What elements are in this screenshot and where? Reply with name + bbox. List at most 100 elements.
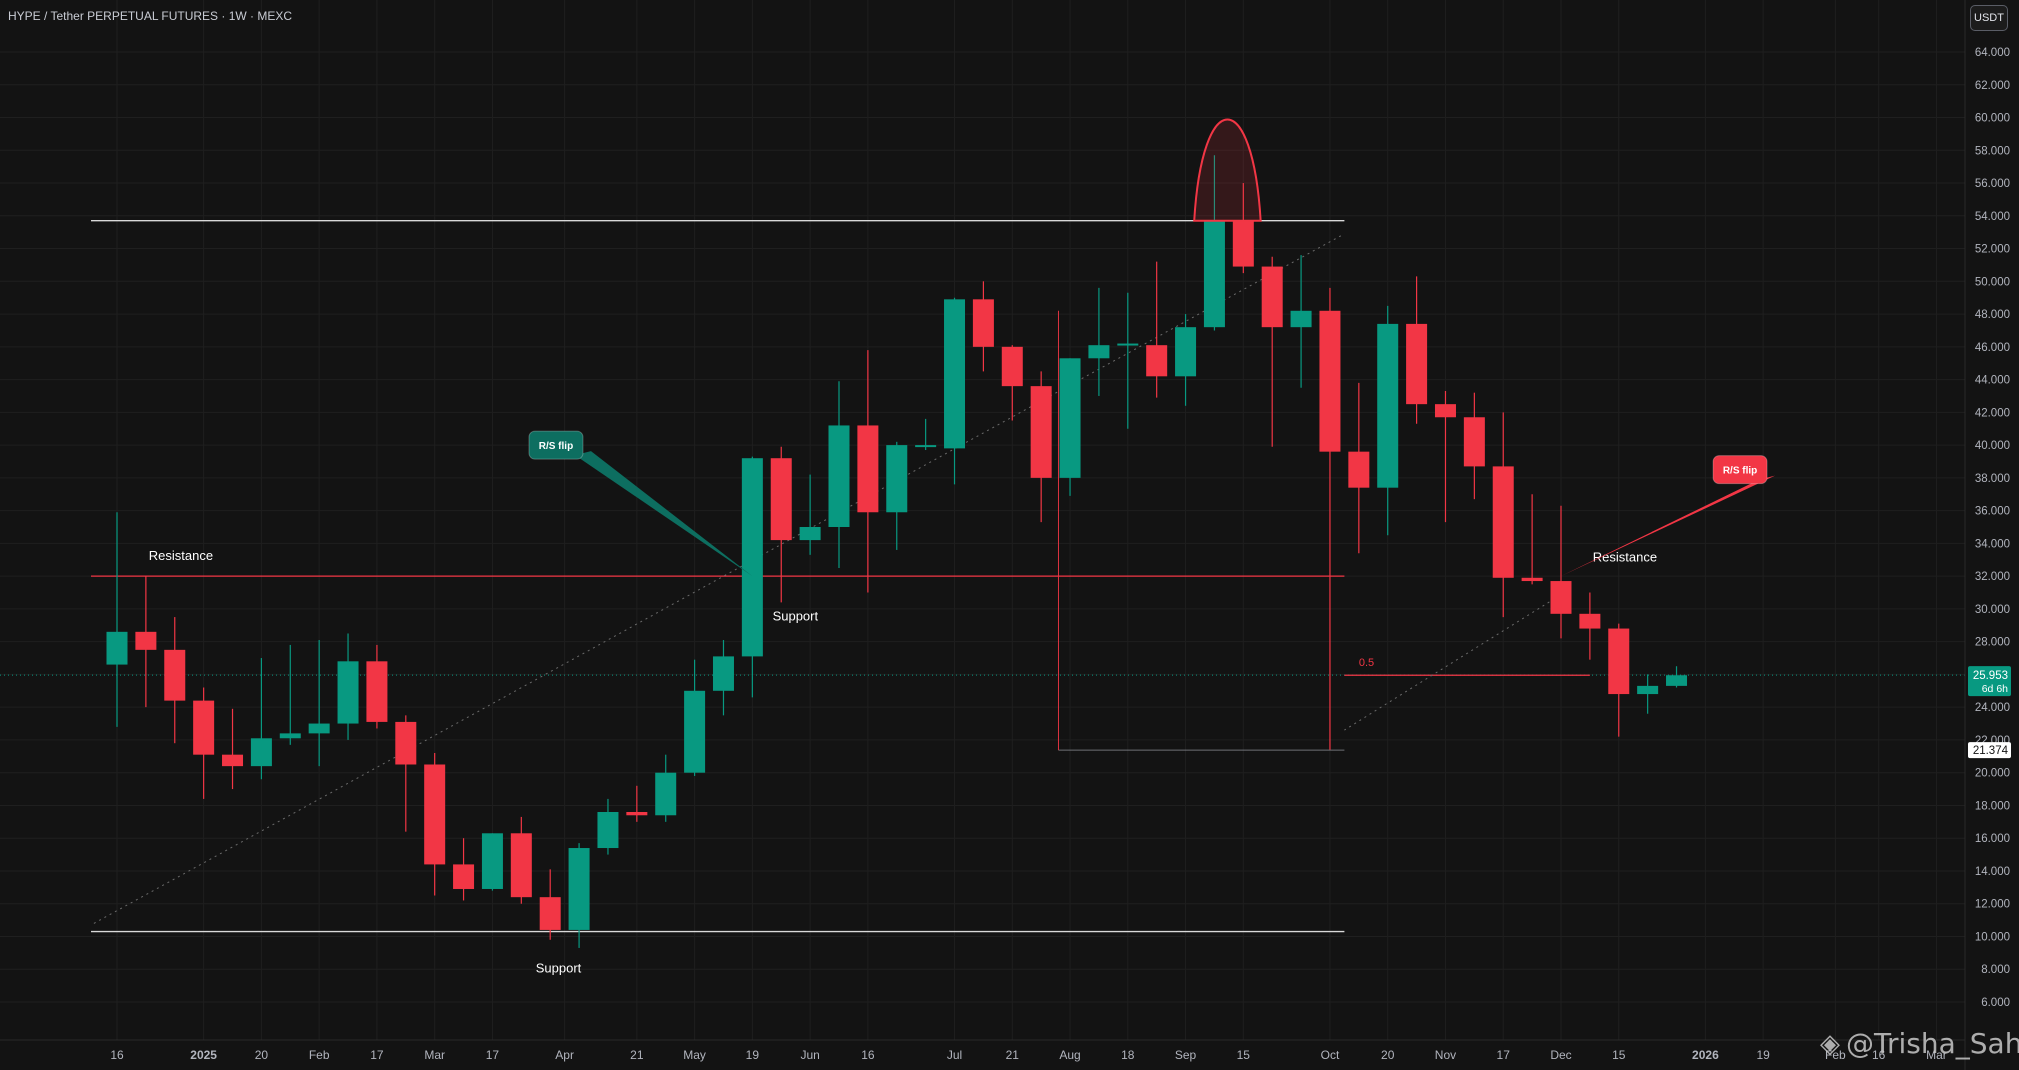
top-arc-shape (1193, 118, 1262, 222)
price-axis[interactable]: 6.000 8.000 10.000 12.000 14.000 16.000 18.000… (1964, 0, 2011, 1070)
candle-body (424, 764, 446, 865)
price-tick-label: 50.000 (1975, 276, 2010, 288)
time-tick-label: 18 (1121, 1048, 1135, 1062)
currency-unit-button[interactable]: USDT (1970, 5, 2008, 31)
candle-body (1290, 310, 1312, 328)
candle-body (626, 812, 648, 816)
candle-body (1175, 327, 1197, 377)
candle-body (1261, 266, 1283, 328)
price-tick-label: 32.000 (1975, 571, 2010, 583)
time-tick-label: 19 (1756, 1048, 1770, 1062)
watermark-text: @Trisha_Saha (1846, 1027, 2019, 1060)
price-tick-label: 46.000 (1975, 342, 2010, 354)
candle-body (1550, 581, 1572, 614)
candle-body (395, 721, 417, 765)
candle-body (366, 661, 388, 722)
candle-countdown: 6d 6h (1982, 683, 2008, 695)
level-annotation-label: Support (536, 961, 582, 976)
time-axis[interactable]: 16 2025 20 Feb 17 Mar 17 Apr 21 May 19 Jun 16 Jul 21 Au… (0, 1039, 1965, 1062)
candle-body (279, 733, 301, 739)
time-tick-label: 16 (1872, 1048, 1886, 1062)
price-tick-label: 64.000 (1975, 47, 2010, 59)
chart-annotations: Resistance Support Support Resistance R/S fl… (149, 118, 1776, 976)
candle-body (1492, 466, 1514, 578)
level-annotation-label: Resistance (149, 548, 213, 563)
price-tick-label: 44.000 (1975, 375, 2010, 387)
candle-body (741, 458, 763, 657)
time-tick-label: 15 (1612, 1048, 1626, 1062)
level-annotation-label: Support (773, 608, 819, 623)
time-tick-label: May (683, 1048, 706, 1062)
current-price-tag (1968, 666, 2011, 697)
time-tick-label: 16 (861, 1048, 875, 1062)
candle-body (510, 833, 532, 898)
price-tick-label: 20.000 (1975, 768, 2010, 780)
callout-pointer (1561, 475, 1776, 577)
callout-pointer (574, 451, 753, 577)
price-tick-label: 58.000 (1975, 145, 2010, 157)
price-tick-label: 28.000 (1975, 637, 2010, 649)
time-tick-label: 21 (630, 1048, 644, 1062)
time-tick-label: Apr (555, 1048, 574, 1062)
time-tick-label: 17 (1497, 1048, 1511, 1062)
candle-body (1579, 613, 1601, 629)
horizontal-levels: 0.5 (0, 220, 1965, 933)
price-tick-label: 16.000 (1975, 833, 2010, 845)
candle-body (1521, 577, 1543, 582)
candle-body (1001, 346, 1023, 387)
candle-body (250, 738, 272, 767)
price-tick-label: 60.000 (1975, 113, 2010, 125)
time-tick-label: Oct (1321, 1048, 1340, 1062)
candle-body (828, 425, 850, 527)
dotted-trendline (93, 233, 1345, 924)
callout-label: R/S flip (539, 441, 573, 452)
price-tick-label: 54.000 (1975, 211, 2010, 223)
candle-body (1117, 343, 1139, 346)
candle-body (770, 458, 792, 541)
fib-level-label: 0.5 (1359, 657, 1374, 669)
time-tick-label: 20 (255, 1048, 269, 1062)
candle-body (106, 631, 128, 665)
candle-body (1406, 323, 1428, 405)
candle-body (655, 772, 677, 816)
chart-title: HYPE / Tether PERPETUAL FUTURES · 1W · M… (8, 9, 293, 23)
time-tick-label: 15 (1237, 1048, 1251, 1062)
candle-body (568, 848, 590, 930)
candle-body (944, 299, 966, 449)
time-tick-label: 17 (486, 1048, 500, 1062)
price-tick-label: 40.000 (1975, 440, 2010, 452)
time-tick-label: Aug (1059, 1048, 1080, 1062)
time-tick-label: 19 (746, 1048, 760, 1062)
price-tick-label: 38.000 (1975, 473, 2010, 485)
callout-box (528, 430, 584, 460)
candle-body (857, 425, 879, 513)
candle-body (1146, 345, 1168, 377)
candle-body (1059, 358, 1081, 478)
time-tick-label: 2025 (190, 1048, 217, 1062)
time-tick-label: 17 (370, 1048, 384, 1062)
current-price-value: 25.953 (1973, 670, 2008, 682)
price-tick-label: 6.000 (1981, 997, 2010, 1009)
candle-body (135, 631, 157, 650)
candle-body (1030, 386, 1052, 478)
time-tick-label: Nov (1435, 1048, 1456, 1062)
candle-body (597, 812, 619, 849)
low-price-value: 21.374 (1973, 745, 2009, 757)
candle-body (1637, 685, 1659, 695)
candle-body (972, 299, 994, 347)
candle-body (1608, 628, 1630, 695)
candle-body (453, 864, 475, 889)
candle-body (337, 661, 359, 724)
candle-body (1463, 417, 1485, 467)
price-tick-label: 10.000 (1975, 931, 2010, 943)
candle-body (308, 723, 330, 734)
candle-body (1434, 404, 1456, 418)
candle-body (1203, 220, 1225, 328)
candle-body (1377, 323, 1399, 488)
callout-label: R/S flip (1723, 466, 1757, 477)
time-tick-label: Sep (1175, 1048, 1197, 1062)
candle-body (1088, 345, 1110, 359)
time-tick-label: Jul (947, 1048, 962, 1062)
time-tick-label: 16 (110, 1048, 124, 1062)
